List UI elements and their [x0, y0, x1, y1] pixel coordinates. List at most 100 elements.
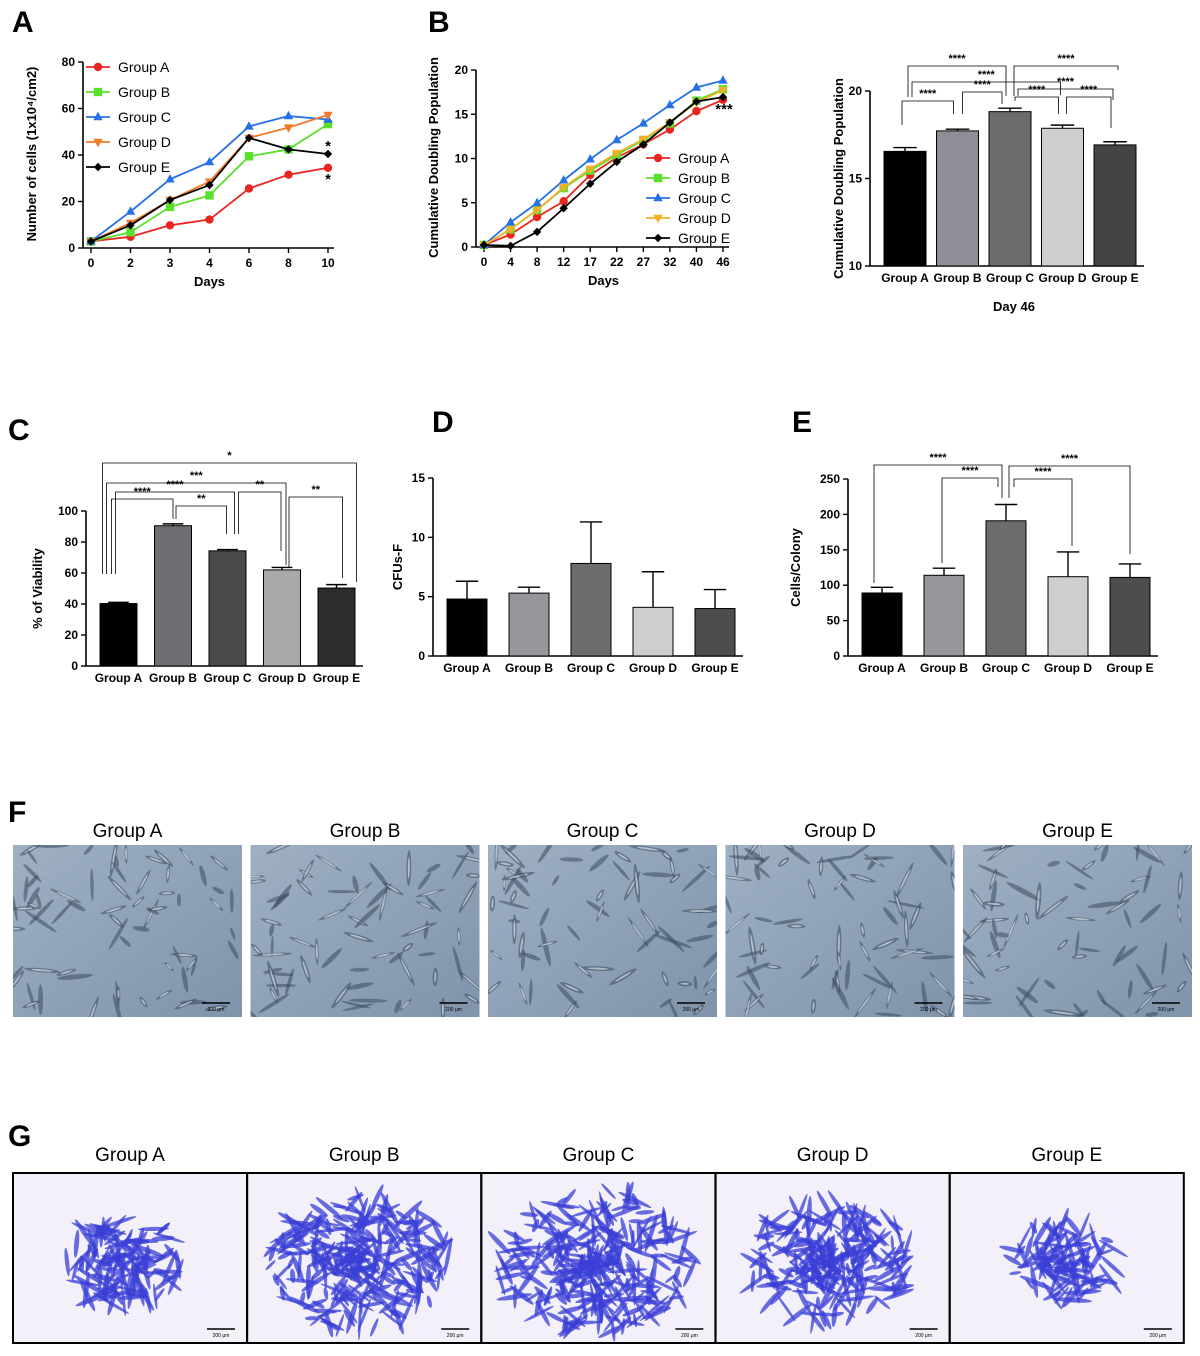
cell — [343, 1309, 356, 1327]
panel-label-a: A — [12, 6, 34, 39]
cell — [377, 1208, 395, 1219]
cell-highlight — [812, 1001, 815, 1011]
y-tick-label: 15 — [412, 471, 426, 485]
cell-highlight — [905, 918, 908, 940]
significance-label: ** — [255, 479, 264, 491]
cell-highlight — [264, 919, 278, 925]
significance-bracket — [288, 496, 343, 578]
cell — [1145, 1011, 1159, 1017]
cell — [394, 1301, 414, 1307]
cell — [274, 1263, 292, 1281]
data-point — [283, 110, 294, 120]
cell — [564, 1293, 585, 1299]
data-point — [283, 124, 294, 133]
cell-highlight — [670, 861, 675, 875]
cell-highlight — [702, 867, 717, 877]
cell — [350, 1247, 357, 1280]
significance-bracket — [901, 100, 954, 125]
bar-group-d — [632, 606, 674, 657]
cell — [895, 1285, 908, 1296]
cell-highlight — [508, 869, 517, 875]
cell-highlight — [1134, 877, 1147, 881]
cell-highlight — [998, 966, 1007, 971]
micrograph-background — [963, 845, 1192, 1017]
micrograph-title: Group E — [1042, 821, 1113, 842]
cell — [421, 1247, 443, 1268]
cell-highlight — [488, 983, 498, 993]
micrograph-background — [250, 845, 480, 1017]
cell — [1014, 1245, 1026, 1260]
cell — [801, 1272, 827, 1293]
cell — [177, 893, 181, 907]
cell — [556, 1197, 568, 1205]
cell-highlight — [463, 974, 480, 990]
y-tick-label: 10 — [412, 530, 426, 544]
cell — [110, 1232, 132, 1263]
significance-label: **** — [974, 79, 992, 91]
cell — [673, 1265, 681, 1282]
y-tick-label: 10 — [849, 259, 863, 273]
cell — [276, 1296, 315, 1307]
cell — [553, 1245, 564, 1267]
cell-highlight — [965, 953, 981, 973]
cell — [33, 845, 70, 848]
cell — [1075, 930, 1080, 956]
cell-highlight — [1059, 941, 1066, 949]
cell — [24, 910, 57, 933]
micrograph-G-1: Group A 200 μm — [12, 1145, 248, 1344]
panel-label-g: G — [8, 1120, 31, 1153]
x-tick-label: 10 — [321, 256, 335, 270]
cell — [365, 1228, 379, 1244]
cell — [212, 886, 224, 895]
data-point — [165, 221, 175, 230]
y-tick-label: 60 — [65, 566, 79, 580]
x-tick-label: Group B — [149, 671, 197, 685]
data-point — [532, 206, 542, 216]
cell — [612, 860, 630, 881]
cell — [642, 872, 675, 878]
cell-highlight — [407, 857, 410, 879]
cell — [575, 1295, 599, 1304]
cell — [304, 1316, 319, 1321]
cell — [153, 1283, 158, 1310]
cell — [83, 845, 94, 855]
cell — [805, 1217, 819, 1242]
cell-highlight — [671, 875, 679, 882]
cell — [131, 1255, 136, 1292]
cell — [323, 1287, 329, 1300]
significance-bracket — [911, 81, 1061, 97]
cell — [1098, 1263, 1122, 1295]
cell — [1080, 1274, 1107, 1287]
data-point — [692, 106, 701, 116]
micrograph-G-5: Group E 200 μm — [948, 1145, 1185, 1344]
cell-highlight — [820, 860, 823, 873]
bar-group-d — [263, 569, 301, 667]
significance-label: **** — [1057, 53, 1075, 65]
cell — [857, 1275, 868, 1308]
cell-highlight — [141, 998, 146, 1006]
cell-highlight — [790, 925, 802, 928]
cell-highlight — [748, 997, 760, 1008]
cell — [857, 1236, 868, 1251]
cell — [816, 855, 854, 863]
cell-highlight — [895, 895, 902, 913]
cell — [95, 1294, 130, 1314]
cell — [828, 1217, 833, 1232]
cell-highlight — [462, 856, 480, 862]
x-tick-label: Group C — [986, 271, 1034, 285]
cell — [398, 1230, 427, 1236]
cell-highlight — [386, 884, 400, 893]
cell — [552, 875, 560, 886]
cell — [890, 1235, 895, 1252]
data-point — [532, 197, 542, 207]
cell — [668, 999, 683, 1017]
cell — [596, 1250, 603, 1270]
cell — [873, 1273, 907, 1287]
cell — [391, 1276, 425, 1294]
cell — [287, 1257, 294, 1270]
cell-highlight — [209, 1006, 223, 1010]
cell-highlight — [933, 1007, 946, 1016]
micrograph-title: Group E — [1031, 1145, 1102, 1166]
cell — [36, 894, 42, 909]
cell — [1112, 945, 1126, 967]
